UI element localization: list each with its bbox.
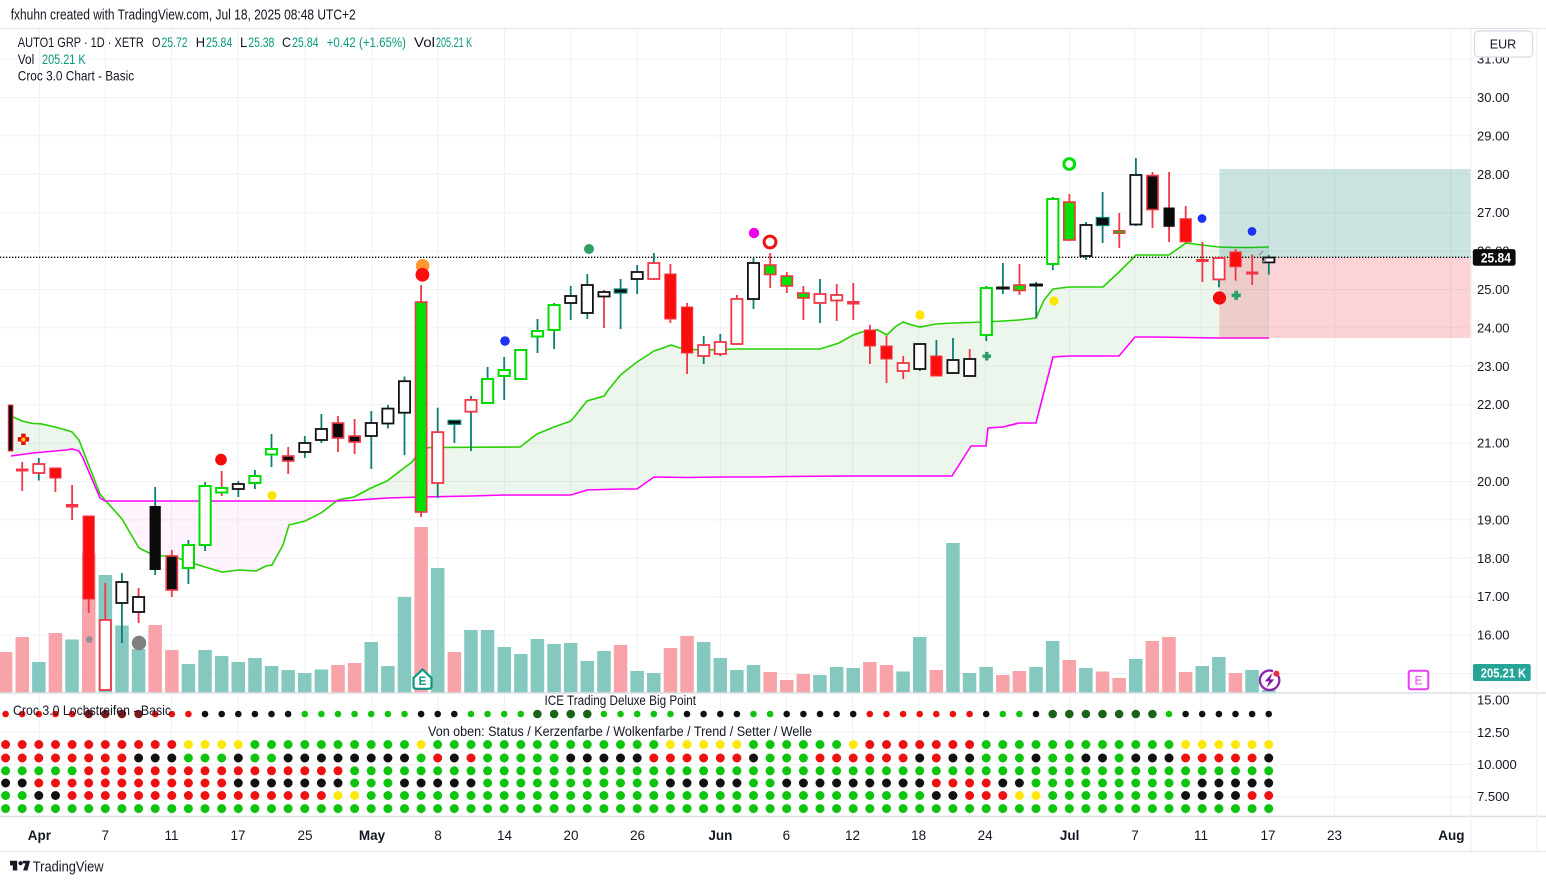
svg-text:Vol: Vol [18, 51, 35, 67]
svg-text:O: O [152, 34, 161, 50]
svg-text:19.00: 19.00 [1477, 512, 1510, 527]
svg-text:26: 26 [630, 828, 645, 843]
svg-text:Jul: Jul [1060, 828, 1080, 843]
svg-text:E: E [419, 676, 427, 688]
svg-text:6: 6 [783, 828, 791, 843]
svg-text:17.00: 17.00 [1477, 589, 1510, 604]
svg-text:Apr: Apr [28, 828, 52, 843]
svg-text:17: 17 [230, 828, 245, 843]
svg-text:11: 11 [1194, 828, 1208, 843]
svg-text:ICE Trading Deluxe Big Point: ICE Trading Deluxe Big Point [545, 692, 697, 708]
svg-text:Croc 3.0 Chart - Basic: Croc 3.0 Chart - Basic [18, 68, 134, 84]
svg-text:12: 12 [845, 828, 860, 843]
svg-text:16.00: 16.00 [1477, 628, 1510, 643]
svg-text:30.00: 30.00 [1477, 90, 1510, 105]
svg-text:205.21 K: 205.21 K [42, 51, 86, 67]
svg-text:25.84: 25.84 [1481, 250, 1511, 265]
svg-text:fxhuhn created with TradingVie: fxhuhn created with TradingView.com, Jul… [11, 7, 356, 24]
svg-text:Aug: Aug [1438, 828, 1464, 843]
svg-text:25.84: 25.84 [206, 34, 232, 50]
svg-text:12.50: 12.50 [1477, 725, 1510, 740]
svg-text:7: 7 [102, 828, 110, 843]
svg-text:25.00: 25.00 [1477, 282, 1510, 297]
svg-text:L: L [240, 34, 247, 50]
svg-text:15.00: 15.00 [1477, 693, 1510, 708]
svg-text:17: 17 [1260, 828, 1275, 843]
svg-text:AUTO1 GRP · 1D · XETR: AUTO1 GRP · 1D · XETR [18, 34, 144, 50]
svg-text:7: 7 [1131, 828, 1139, 843]
svg-text:H: H [196, 34, 205, 50]
svg-text:24.00: 24.00 [1477, 320, 1510, 335]
svg-text:22.00: 22.00 [1477, 397, 1510, 412]
svg-text:May: May [359, 828, 386, 843]
svg-text:27.00: 27.00 [1477, 205, 1510, 220]
svg-text:Jun: Jun [708, 828, 732, 843]
svg-text:EUR: EUR [1490, 38, 1516, 52]
svg-text:Von oben: Status / Kerzenfarbe: Von oben: Status / Kerzenfarbe / Wolkenf… [428, 724, 812, 739]
svg-text:TradingView: TradingView [33, 858, 104, 875]
svg-text:21.00: 21.00 [1477, 436, 1510, 451]
svg-text:29.00: 29.00 [1477, 128, 1510, 143]
svg-text:205.21 K: 205.21 K [436, 34, 473, 50]
svg-text:205.21 K: 205.21 K [1481, 666, 1527, 681]
svg-text:+0.42 (+1.65%): +0.42 (+1.65%) [327, 34, 406, 50]
svg-text:E: E [1414, 674, 1422, 688]
svg-text:18: 18 [911, 828, 926, 843]
svg-text:8: 8 [434, 828, 442, 843]
svg-text:11: 11 [164, 828, 178, 843]
svg-text:10.000: 10.000 [1477, 757, 1517, 772]
svg-text:25: 25 [297, 828, 312, 843]
svg-text:Vol: Vol [414, 34, 435, 50]
svg-text:23: 23 [1327, 828, 1342, 843]
svg-text:28.00: 28.00 [1477, 167, 1510, 182]
svg-text:Croc 3.0 Lochstreifen - Basic: Croc 3.0 Lochstreifen - Basic [13, 702, 171, 718]
svg-text:20.00: 20.00 [1477, 474, 1510, 489]
svg-text:18.00: 18.00 [1477, 551, 1510, 566]
svg-text:25.84: 25.84 [292, 34, 319, 50]
svg-text:20: 20 [563, 828, 578, 843]
svg-text:23.00: 23.00 [1477, 359, 1510, 374]
svg-text:25.72: 25.72 [162, 34, 188, 50]
svg-text:C: C [282, 34, 291, 50]
svg-text:25.38: 25.38 [248, 34, 274, 50]
svg-text:14: 14 [497, 828, 513, 843]
svg-text:7.500: 7.500 [1477, 789, 1510, 804]
svg-text:24: 24 [978, 828, 994, 843]
